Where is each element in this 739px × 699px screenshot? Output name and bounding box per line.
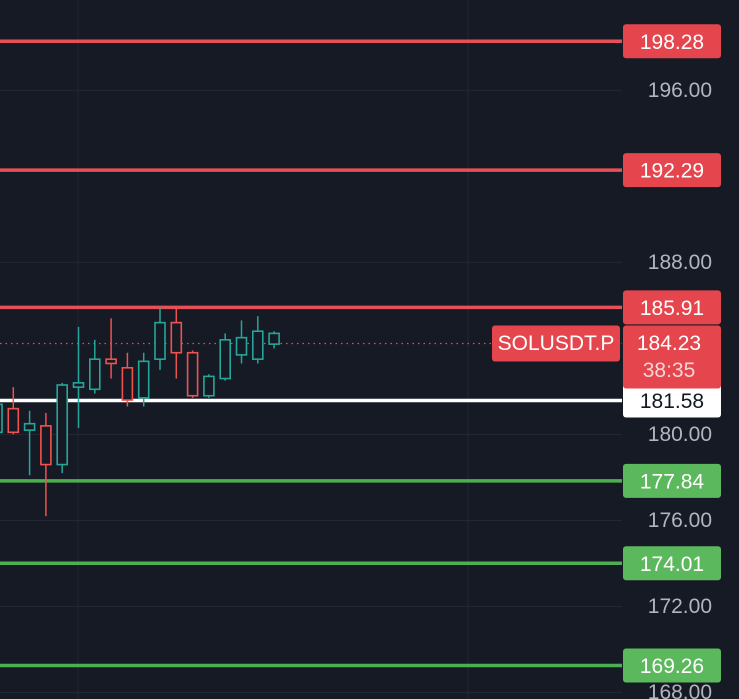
level-tag-support: [623, 463, 721, 498]
price-axis[interactable]: 196.00 188.00 180.00 176.00 172.00 168.00: [648, 79, 712, 699]
candle-body: [7, 407, 20, 434]
level-tag-label: 174.01: [640, 553, 704, 576]
candle[interactable]: [252, 316, 264, 364]
candle-body: [56, 384, 69, 466]
price-tags: 198.28 192.29 185.91 181.58 177.84 174.01 169.…: [492, 24, 721, 683]
level-lines: [0, 39, 622, 668]
level-tag-label: 198.28: [640, 31, 704, 54]
candle-body: [186, 351, 199, 397]
candle[interactable]: [170, 307, 183, 379]
candle[interactable]: [89, 339, 101, 394]
axis-tick-label: 176.00: [648, 509, 712, 532]
candle[interactable]: [219, 333, 231, 381]
axis-tick-label: 180.00: [648, 423, 712, 446]
candle-body: [170, 321, 183, 354]
level-tag-resistance: [623, 24, 721, 59]
candle[interactable]: [268, 331, 280, 349]
symbol-label: SOLUSDT.P: [498, 332, 615, 355]
candle-body: [154, 321, 166, 360]
candle-body: [137, 360, 150, 399]
level-tag-resistance: [623, 290, 721, 325]
level-tag-resistance: [623, 153, 721, 188]
candles[interactable]: [0, 307, 280, 517]
candle-body: [23, 422, 36, 431]
bar-countdown-label: 38:35: [643, 359, 696, 382]
candle[interactable]: [72, 326, 85, 429]
candle-body: [121, 366, 134, 401]
candle[interactable]: [40, 412, 52, 517]
axis-tick-label: 172.00: [648, 595, 712, 618]
candle-body: [203, 375, 215, 397]
candle-body: [235, 336, 248, 356]
level-tag-label: 192.29: [640, 160, 704, 183]
level-tag-pivot: [623, 383, 721, 418]
candle[interactable]: [186, 350, 199, 398]
candle-body: [0, 403, 3, 434]
candle-body: [72, 382, 85, 388]
candle[interactable]: [0, 400, 3, 486]
grid-lines: [0, 0, 622, 699]
level-tag-support: [623, 546, 721, 581]
last-price-tag: [623, 325, 721, 389]
candle[interactable]: [7, 387, 20, 435]
level-tag-label: 177.84: [640, 470, 705, 493]
level-tag-label: 181.58: [640, 390, 704, 413]
level-tag-support: [623, 648, 721, 683]
level-tag-label: 169.26: [640, 655, 704, 678]
candle-body: [252, 330, 264, 360]
axis-tick-label: 196.00: [648, 79, 712, 102]
level-tag-label: 185.91: [640, 297, 704, 320]
candle-body: [219, 339, 231, 380]
candle-body: [268, 332, 280, 345]
last-price-label: 184.23: [637, 332, 701, 355]
candle[interactable]: [137, 352, 150, 407]
candle[interactable]: [235, 320, 248, 364]
candle-body: [40, 425, 52, 466]
axis-tick-label: 168.00: [648, 681, 712, 699]
candle[interactable]: [23, 410, 36, 476]
candle-body: [105, 358, 117, 365]
candle-body: [89, 358, 101, 391]
candle[interactable]: [56, 382, 69, 474]
candle[interactable]: [203, 374, 215, 398]
candle[interactable]: [121, 352, 134, 407]
axis-tick-label: 188.00: [648, 251, 712, 274]
candle[interactable]: [105, 318, 117, 379]
symbol-tag: [492, 325, 620, 362]
candle[interactable]: [154, 307, 166, 370]
